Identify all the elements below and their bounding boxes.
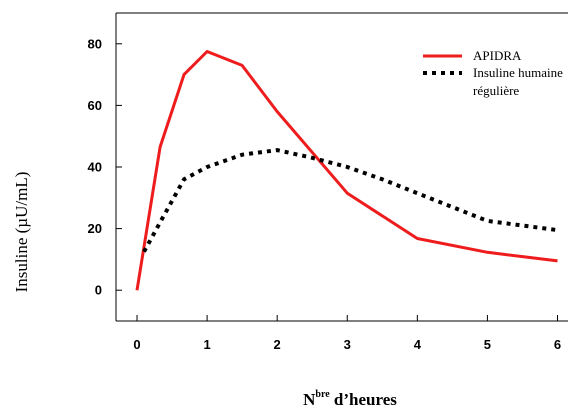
legend-label-apidra: APIDRA — [473, 48, 522, 63]
series-layer — [135, 50, 558, 291]
y-axis-title: Insuline (µU/mL) — [12, 172, 31, 293]
legend-label-insuline-humaine-line2: régulière — [473, 83, 519, 98]
y-tick-label: 80 — [88, 36, 102, 51]
x-axis-title-superscript: bre — [315, 389, 330, 400]
x-tick-label: 4 — [414, 337, 422, 352]
y-tick-label: 0 — [95, 283, 102, 298]
x-axis-ticks: 0 1 2 3 4 5 6 — [133, 315, 561, 352]
x-tick-label: 2 — [274, 337, 281, 352]
legend-label-insuline-humaine-line1: Insuline humaine — [473, 65, 563, 80]
series-line-apidra — [135, 50, 558, 291]
legend: APIDRA Insuline humaine régulière — [423, 48, 563, 98]
x-tick-label: 0 — [133, 337, 140, 352]
x-axis-title-main: N — [303, 390, 316, 409]
x-tick-label: 3 — [344, 337, 351, 352]
x-tick-label: 6 — [554, 337, 561, 352]
x-axis-title-rest: d’heures — [330, 390, 398, 409]
x-axis-title: Nbre d’heures — [303, 389, 397, 409]
y-axis-ticks: 0 20 40 60 80 — [88, 36, 122, 298]
series-line-insuline-humaine — [142, 148, 558, 253]
x-tick-label: 5 — [484, 337, 491, 352]
y-tick-label: 40 — [88, 160, 102, 175]
y-tick-label: 60 — [88, 98, 102, 113]
y-tick-label: 20 — [88, 221, 102, 236]
x-tick-label: 1 — [203, 337, 210, 352]
